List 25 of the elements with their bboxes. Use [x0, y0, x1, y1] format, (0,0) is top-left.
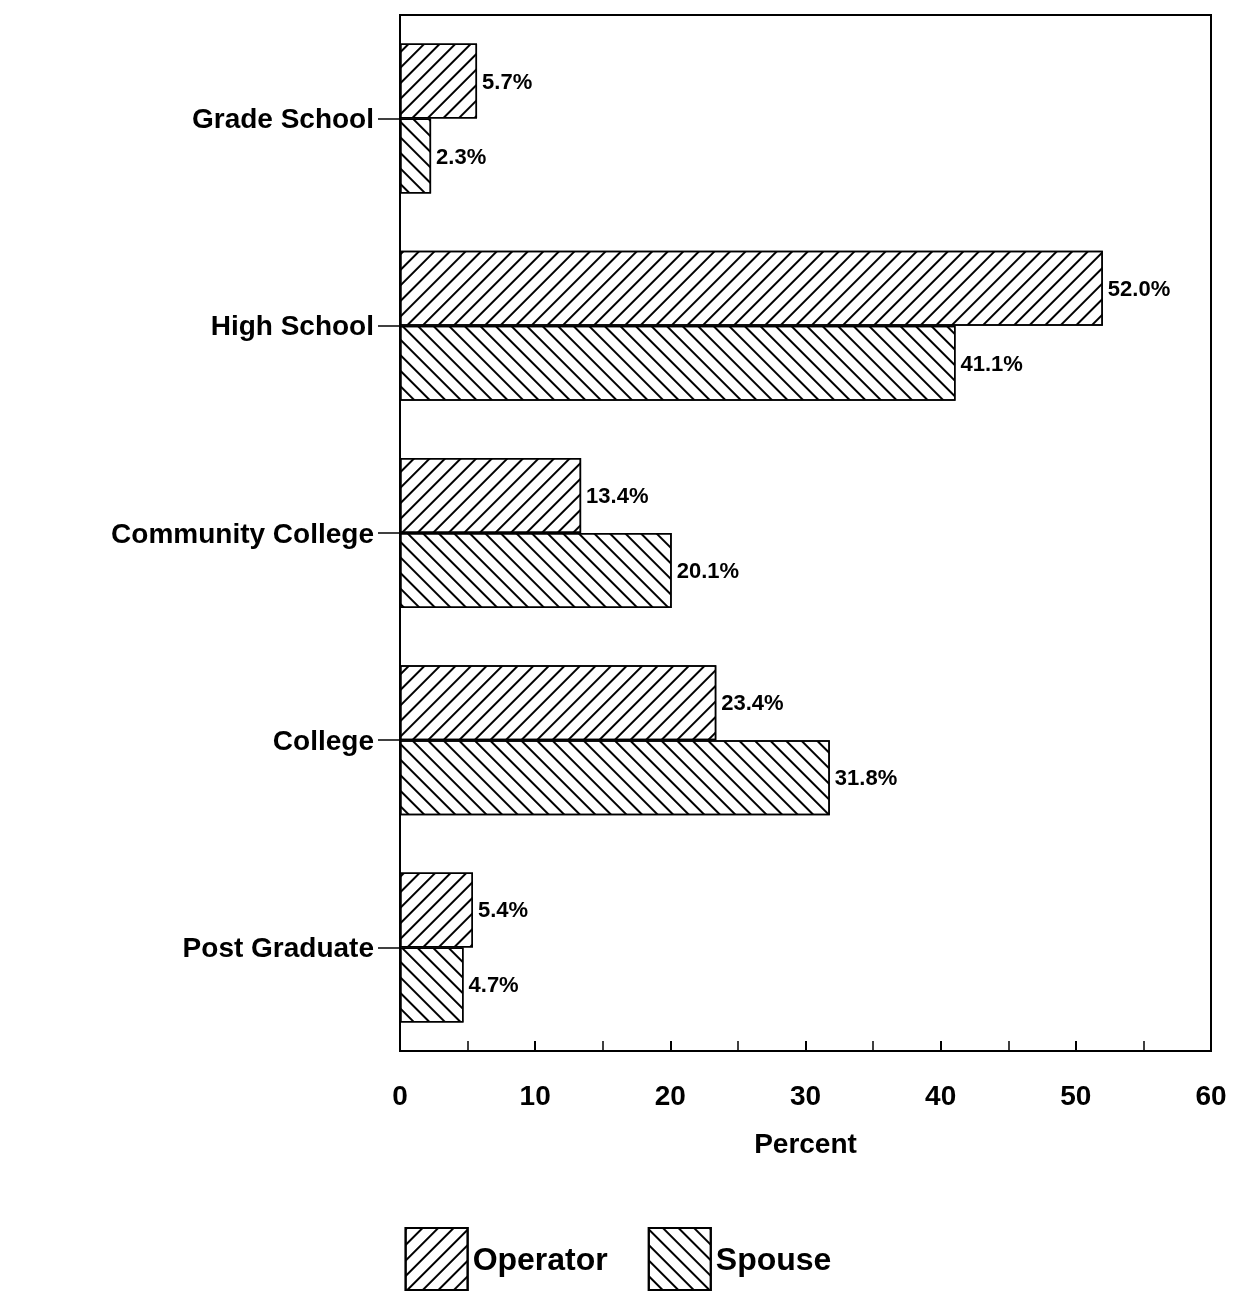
y-tick-label: College [272, 724, 374, 756]
data-label: 5.7% [482, 68, 533, 94]
data-label: 13.4% [586, 483, 649, 508]
data-label: 23.4% [721, 690, 784, 716]
data-label: 4.7% [468, 972, 519, 998]
y-tick-label: Post Graduate [182, 931, 374, 963]
y-tick-label: Grade School [191, 103, 374, 135]
x-tick-label: 20 [654, 1079, 686, 1111]
data-label: 41.1% [960, 350, 1023, 376]
legend-label: Spouse [715, 1241, 832, 1277]
x-tick-label: 10 [519, 1079, 551, 1111]
data-label: 5.4% [477, 897, 529, 923]
data-label: 20.1% [676, 558, 740, 583]
x-tick-label: 40 [925, 1079, 957, 1111]
x-tick-label: 30 [789, 1079, 822, 1111]
data-label: 52.0% [1107, 275, 1171, 301]
legend-label: Operator [472, 1241, 608, 1277]
x-tick-label: 60 [1195, 1079, 1227, 1111]
data-label: 2.3% [436, 143, 487, 169]
x-tick-label: 50 [1060, 1079, 1092, 1111]
x-tick-label: 0 [392, 1079, 408, 1111]
data-label: 31.8% [834, 765, 898, 791]
y-tick-label: Community College [111, 517, 374, 549]
x-axis-title: Percent [754, 1127, 857, 1159]
y-tick-label: High School [210, 310, 374, 342]
